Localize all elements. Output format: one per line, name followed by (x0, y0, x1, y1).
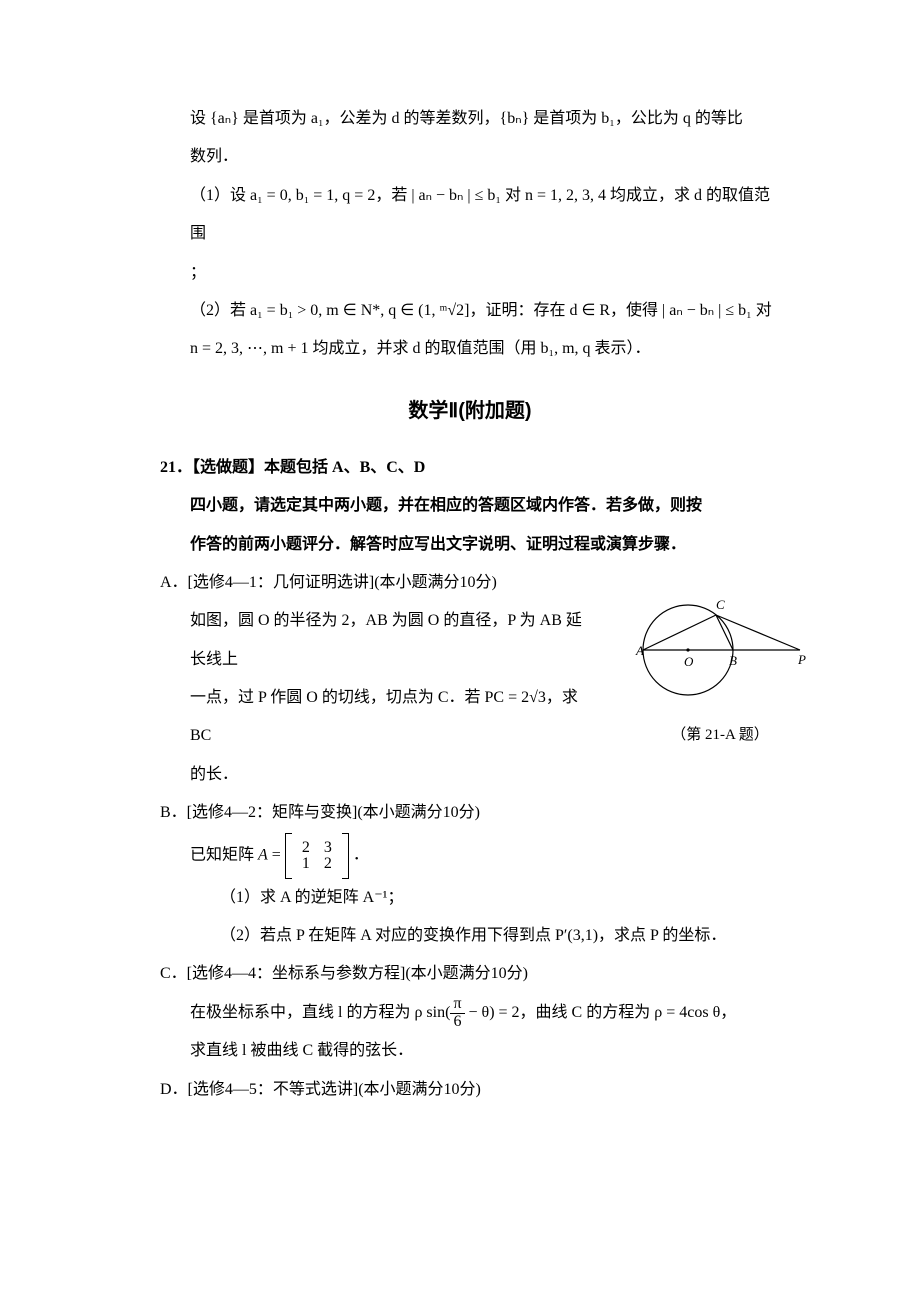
q21A-figure-svg: A O B C P (630, 588, 810, 703)
q21B-intro: 已知矩阵 A = 2 3 1 2 ． (160, 833, 780, 879)
q21-number: 21． (160, 459, 192, 476)
q20-intro-line1: 设 {aₙ} 是首项为 a₁，公差为 d 的等差数列，{bₙ} 是首项为 b₁，… (160, 100, 780, 138)
q21C-title: C．[选修4—4：坐标系与参数方程](本小题满分10分) (160, 955, 780, 993)
q21A-line3: 的长． (160, 756, 780, 794)
label-a: A (635, 643, 644, 658)
line-pc (716, 615, 800, 650)
q21-header-line1: 21．【选做题】本题包括 A、B、C、D (160, 449, 780, 487)
q21C-l1-mid: − θ) = 2，曲线 C 的方程为 ρ = 4cos θ， (465, 1004, 737, 1021)
q20-part1-b: ； (160, 254, 780, 292)
m-r2c1: 1 (302, 856, 310, 872)
q21D-title: D．[选修4—5：不等式选讲](本小题满分10分) (160, 1071, 780, 1109)
q21B-title: B．[选修4—2：矩阵与变换](本小题满分10分) (160, 794, 780, 832)
label-b: B (729, 653, 737, 668)
label-o: O (684, 654, 694, 669)
q21A-figure-caption: （第 21-A 题） (630, 717, 810, 753)
q21-header-line2: 四小题，请选定其中两小题，并在相应的答题区域内作答．若多做，则按 (160, 487, 780, 525)
frac-pi6: π6 (450, 996, 464, 1031)
q21-head-bold: 【选做题】本题包括 A、B、C、D (192, 459, 425, 476)
m-r2c2: 2 (324, 856, 332, 872)
q21-header-line3: 作答的前两小题评分．解答时应写出文字说明、证明过程或演算步骤． (160, 526, 780, 564)
label-p: P (797, 652, 806, 667)
q20-part1-a: （1）设 a₁ = 0, b₁ = 1, q = 2，若 | aₙ − bₙ |… (160, 177, 780, 254)
page-root: 设 {aₙ} 是首项为 a₁，公差为 d 的等差数列，{bₙ} 是首项为 b₁，… (0, 0, 920, 1302)
q20-part2-b: n = 2, 3, ⋯, m + 1 均成立，并求 d 的取值范围（用 b₁, … (160, 330, 780, 368)
m-r1c1: 2 (302, 840, 310, 856)
q21B-part1: （1）求 A 的逆矩阵 A⁻¹； (160, 879, 780, 917)
label-c: C (716, 597, 725, 612)
q20-intro-line2: 数列． (160, 138, 780, 176)
q21B-intro-before: 已知矩阵 (190, 846, 258, 863)
frac-num: π (450, 996, 464, 1014)
q21B-part2: （2）若点 P 在矩阵 A 对应的变换作用下得到点 P′(3,1)，求点 P 的… (160, 917, 780, 955)
frac-den: 6 (450, 1014, 464, 1031)
m-r1c2: 3 (324, 840, 332, 856)
section-title: 数学Ⅱ(附加题) (160, 387, 780, 435)
matrix-A: 2 3 1 2 (285, 833, 349, 879)
line-bc (716, 615, 733, 650)
q21C-line1: 在极坐标系中，直线 l 的方程为 ρ sin(π6 − θ) = 2，曲线 C … (160, 994, 780, 1032)
q20-part2-a: （2）若 a₁ = b₁ > 0, m ∈ N*, q ∈ (1, ᵐ√2]，证… (160, 292, 780, 330)
point-o (686, 648, 689, 651)
q21C-l1-before: 在极坐标系中，直线 l 的方程为 ρ sin( (190, 1004, 450, 1021)
q21C-line2: 求直线 l 被曲线 C 截得的弦长． (160, 1032, 780, 1070)
q21A-figure: A O B C P （第 21-A 题） (630, 588, 810, 753)
q21B-intro-after: ． (353, 846, 369, 863)
